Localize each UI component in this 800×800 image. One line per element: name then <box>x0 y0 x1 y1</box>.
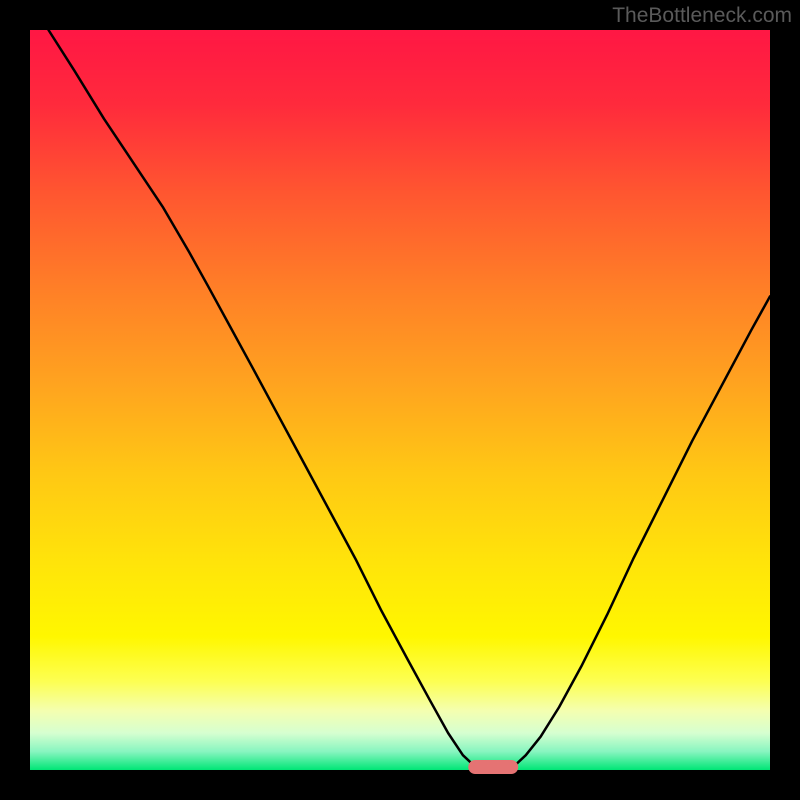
bottleneck-chart <box>0 0 800 800</box>
watermark-text: TheBottleneck.com <box>612 4 792 28</box>
plot-area <box>30 30 770 770</box>
chart-root: TheBottleneck.com <box>0 0 800 800</box>
optimal-marker <box>468 760 518 774</box>
